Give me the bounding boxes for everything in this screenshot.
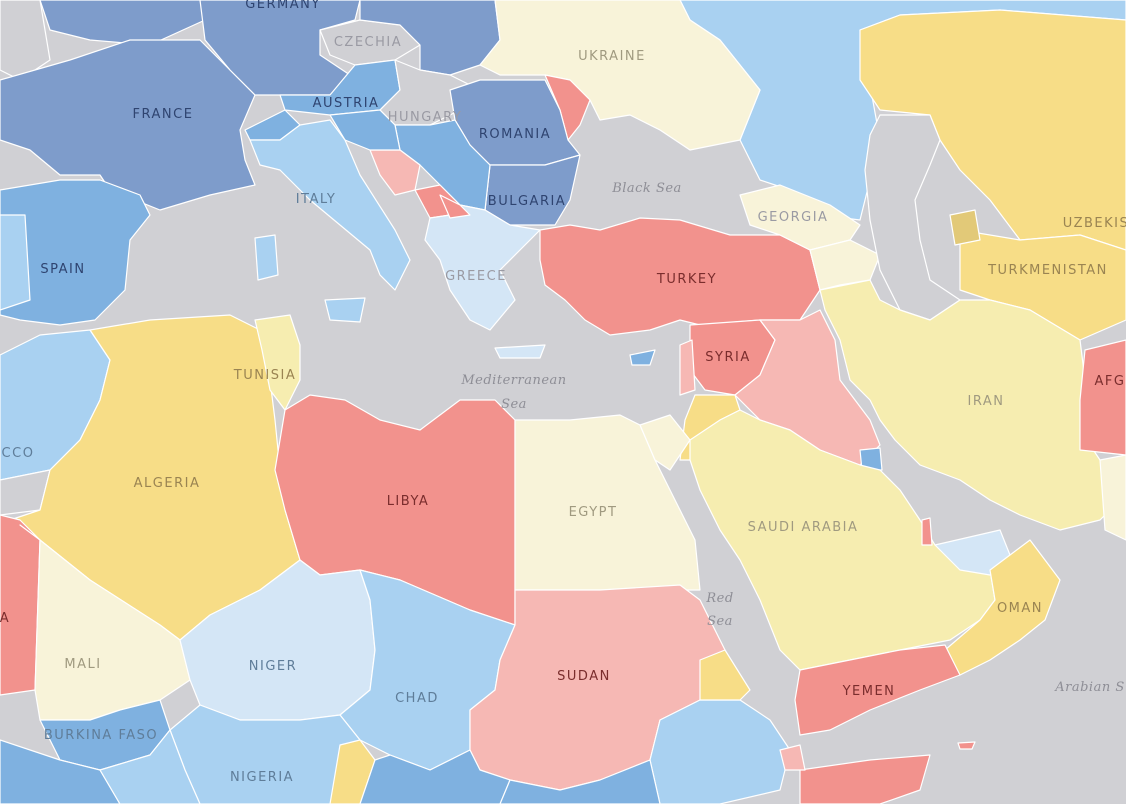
label-sudan: SUDAN [557, 669, 611, 684]
country-south-sudan[interactable] [499, 759, 661, 804]
country-egypt-sinai[interactable] [639, 414, 691, 471]
island-socotra[interactable] [957, 741, 976, 750]
label-turkmenistan: TURKMENISTAN [987, 263, 1108, 278]
label-austria: AUSTRIA [313, 96, 380, 111]
label-arabian-sea: Arabian S [1054, 680, 1125, 695]
label-italy: ITALY [296, 192, 337, 207]
country-hungary[interactable] [379, 59, 471, 126]
country-oman[interactable] [944, 539, 1061, 676]
country-tunisia[interactable] [254, 314, 301, 411]
label-mali: MALI [64, 657, 101, 672]
label-yemen: YEMEN [842, 684, 896, 699]
country-kazakhstan[interactable] [859, 9, 1126, 251]
label-iran: IRAN [968, 394, 1005, 409]
country-ghana[interactable] [99, 729, 201, 804]
country-lebanon[interactable] [679, 339, 696, 396]
country-italy-sicily[interactable] [324, 297, 366, 323]
label-spain: SPAIN [40, 262, 85, 277]
label-germany: GERMANY [245, 0, 321, 12]
country-ukraine[interactable] [479, 0, 761, 151]
label-romania: ROMANIA [479, 127, 551, 142]
label-red-sea-2: Sea [707, 614, 733, 629]
label-bulgaria: BULGARIA [488, 194, 566, 209]
label-syria: SYRIA [705, 350, 750, 365]
country-eritrea[interactable] [699, 649, 751, 701]
label-uzbekistan: UZBEKIS [1063, 216, 1126, 231]
country-turkmenistan[interactable] [959, 229, 1126, 341]
label-mauritania: A [0, 611, 10, 626]
country-afghanistan[interactable] [1079, 339, 1126, 456]
label-red-sea: Red [705, 591, 733, 606]
label-mediterranean-sea: Sea [501, 397, 527, 412]
country-cyprus[interactable] [629, 349, 656, 366]
country-somalia[interactable] [799, 754, 931, 804]
label-turkey: TURKEY [656, 272, 717, 287]
label-czechia: CZECHIA [334, 35, 402, 50]
label-saudi-arabia: SAUDI ARABIA [748, 520, 859, 535]
country-uzbekistan-lake [949, 209, 981, 246]
label-oman: OMAN [997, 601, 1043, 616]
label-chad: CHAD [395, 691, 439, 706]
country-italy[interactable] [249, 119, 411, 291]
country-kuwait[interactable] [859, 447, 883, 471]
country-mauritania[interactable] [0, 514, 41, 696]
country-car[interactable] [359, 749, 511, 804]
label-egypt: EGYPT [569, 505, 618, 520]
label-morocco: CCO [2, 446, 35, 461]
country-france[interactable] [0, 39, 256, 211]
label-georgia: GEORGIA [758, 210, 829, 225]
label-france: FRANCE [133, 107, 194, 122]
country-pakistan[interactable] [1099, 454, 1126, 541]
country-yemen[interactable] [794, 644, 961, 736]
label-afghanistan: AFG [1095, 374, 1126, 389]
label-tunisia: TUNISIA [233, 368, 297, 383]
country-greece[interactable] [424, 204, 541, 331]
country-italy-sardinia[interactable] [254, 234, 279, 281]
label-burkina-faso: BURKINA FASO [44, 728, 158, 743]
label-nigeria: NIGERIA [230, 770, 294, 785]
label-niger: NIGER [249, 659, 297, 674]
label-greece: GREECE [445, 269, 507, 284]
country-ethiopia[interactable] [649, 699, 791, 804]
country-qatar[interactable] [921, 517, 933, 546]
country-greece-crete[interactable] [494, 344, 546, 359]
label-ukraine: UKRAINE [578, 49, 646, 64]
country-spain[interactable] [0, 179, 151, 326]
label-black-sea: Black Sea [611, 181, 682, 196]
label-algeria: ALGERIA [134, 476, 201, 491]
country-portugal[interactable] [0, 214, 31, 311]
label-hungary: HUNGARY [388, 110, 463, 125]
label-mediterranean: Mediterranean [460, 373, 566, 388]
country-nigeria[interactable] [169, 704, 361, 804]
country-macedonia[interactable] [439, 194, 471, 219]
label-libya: LIBYA [387, 494, 430, 509]
country-djibouti[interactable] [779, 744, 806, 771]
